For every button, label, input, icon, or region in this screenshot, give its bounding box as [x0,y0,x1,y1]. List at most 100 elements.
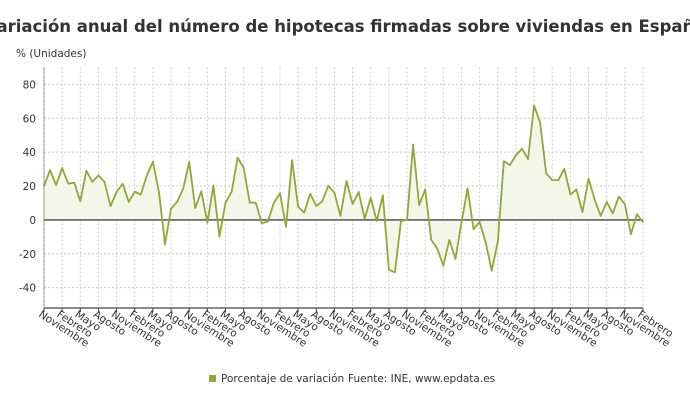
data-point [448,239,451,241]
data-point [418,204,420,206]
data-point [79,200,82,203]
data-point [152,161,154,163]
data-point [164,243,166,246]
data-point [424,188,426,191]
data-point [182,187,184,190]
data-point [345,180,348,182]
data-point [599,215,602,217]
y-axis: -40 -20 0 20 40 60 80 [19,79,36,294]
data-point [503,160,505,162]
y-tick-label: 80 [23,79,36,91]
data-point [533,104,535,107]
data-point [375,220,378,222]
data-point [587,177,590,180]
data-point [527,158,529,160]
data-point [200,190,203,192]
y-tick-label: -40 [19,283,36,295]
data-point [133,190,136,193]
data-point [369,197,372,199]
data-point [545,172,547,175]
data-point [388,268,390,271]
data-point [327,184,330,187]
data-point [593,198,596,201]
data-point [55,184,57,186]
data-point [430,239,433,241]
legend-swatch [209,375,216,382]
y-tick-label: 40 [23,147,36,159]
data-point [127,201,130,203]
data-point [509,164,511,166]
data-point [351,203,354,205]
data-point [273,201,275,204]
data-point [188,161,191,163]
data-point [103,181,106,183]
data-point [521,147,523,150]
data-point [85,170,88,172]
data-point [285,225,287,228]
series-line [43,104,644,274]
data-point [261,222,263,225]
data-point [611,212,614,215]
data-point [460,221,463,224]
data-point [61,167,63,169]
data-point [254,201,257,204]
data-point [97,174,100,177]
data-point [206,221,209,224]
y-tick-label: 20 [23,181,36,193]
data-point [496,241,499,243]
data-point [236,156,239,159]
data-point [115,191,118,193]
data-point [194,207,197,209]
y-tick-label: -20 [19,249,36,261]
data-point [624,203,626,205]
data-point [291,159,293,161]
x-axis: NoviembreFebreroMayoAgostoNoviembreFebre… [36,308,675,350]
data-point [478,221,481,223]
data-point [575,188,578,191]
data-point [170,207,172,210]
data-point [515,154,517,157]
data-point [140,193,142,196]
data-point [109,205,112,207]
data-point [605,201,608,203]
data-point [309,192,312,195]
data-point [230,191,233,193]
data-point [563,167,566,170]
data-point [224,201,227,204]
data-point [146,174,148,177]
data-point [339,215,342,217]
data-point [267,220,269,223]
data-point [315,205,318,207]
data-point [73,181,76,184]
data-point [176,201,178,203]
data-point [297,205,299,208]
data-point [412,143,414,146]
data-point [557,179,560,181]
data-point [363,217,366,220]
grid [43,67,644,308]
data-point [617,195,620,198]
data-point [248,201,251,204]
data-point [242,166,245,169]
series-area [44,105,643,273]
data-point [49,169,51,171]
data-point [636,213,638,216]
data-point [484,241,487,244]
data-point [642,221,644,223]
y-axis-label: % (Unidades) [16,48,86,60]
y-tick-label: 0 [29,215,36,227]
data-point [551,179,554,181]
chart-title: Variación anual del número de hipotecas … [0,17,690,36]
data-point [212,184,215,187]
source-text: Fuente: INE, www.epdata.es [348,373,495,385]
data-point [466,187,469,190]
data-point [121,182,124,185]
data-point [382,194,384,197]
data-point [539,122,541,124]
y-tick-label: 60 [23,113,36,125]
data-point [67,182,70,185]
data-point [581,211,584,213]
data-point [472,228,475,231]
data-point [279,192,281,195]
